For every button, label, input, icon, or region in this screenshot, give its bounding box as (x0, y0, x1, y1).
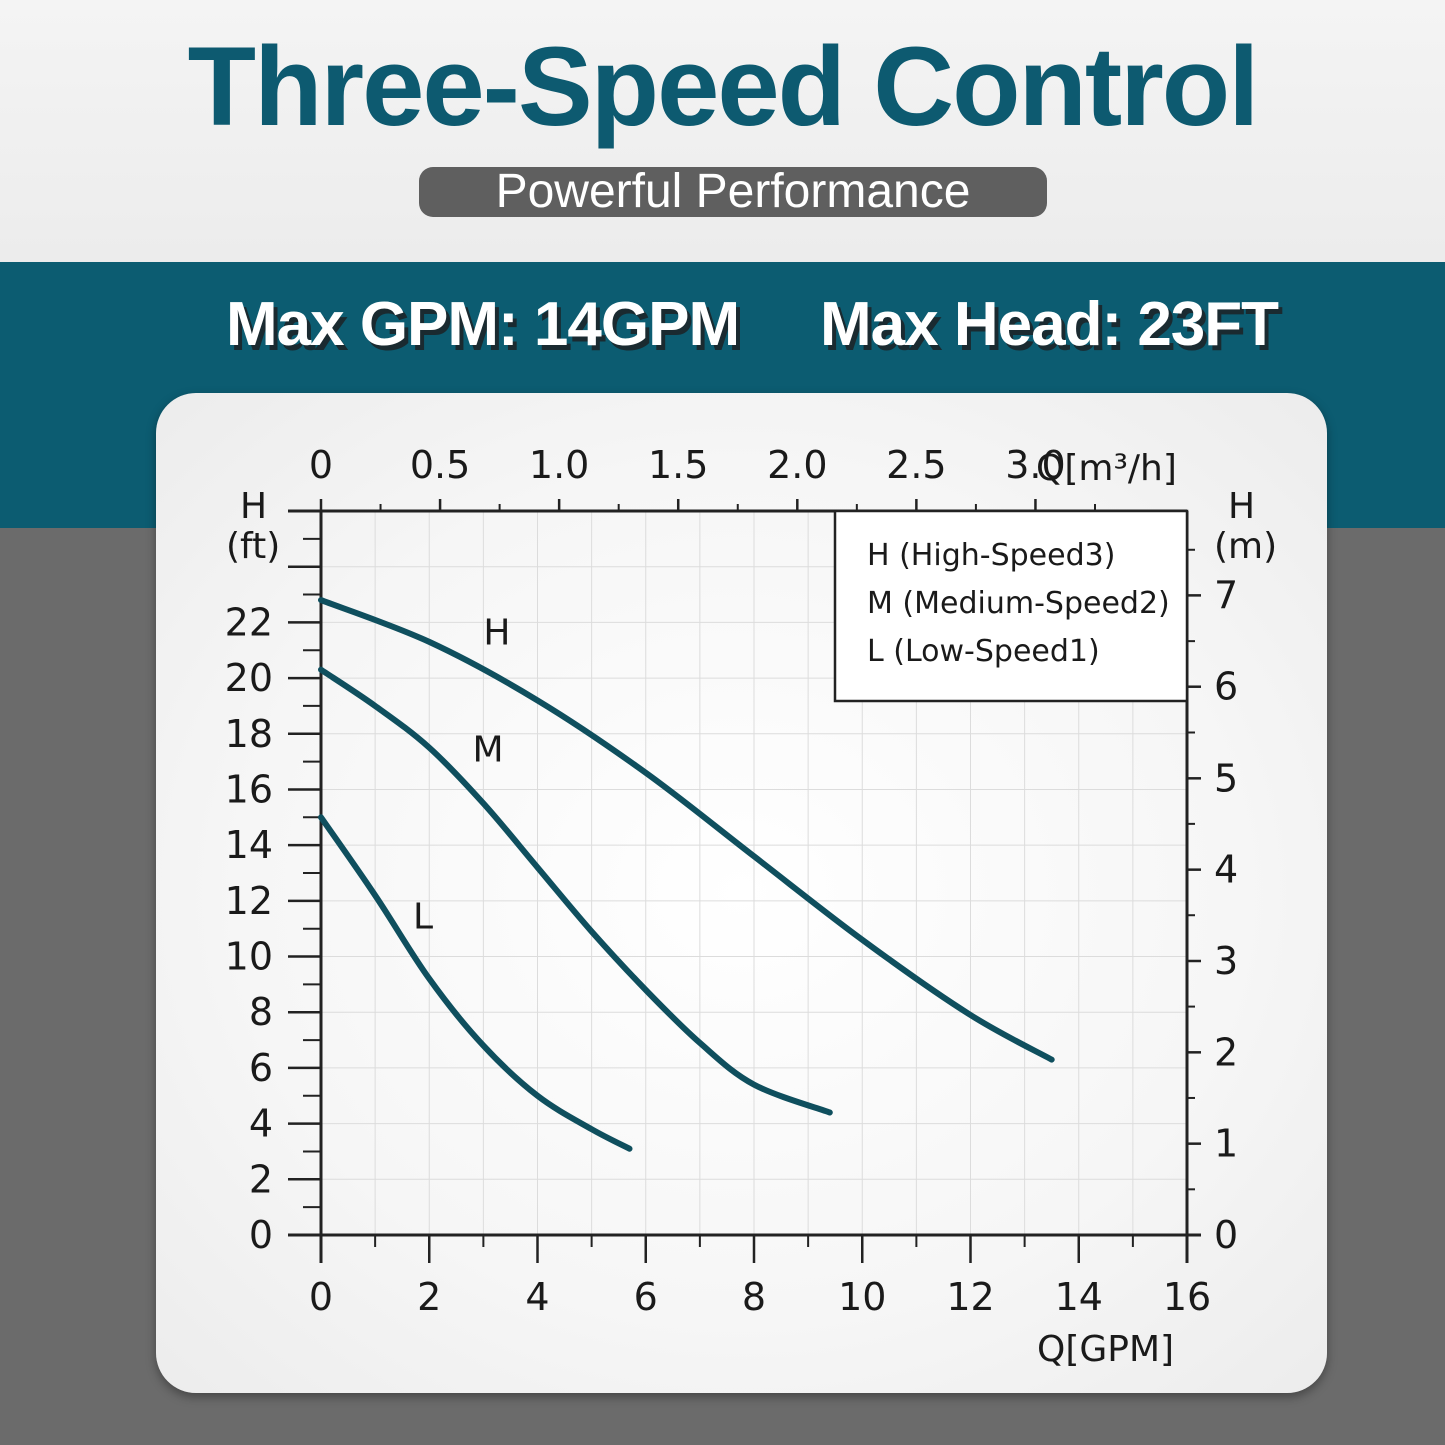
header-band (0, 0, 1445, 262)
right-tick-label: 0 (1214, 1213, 1238, 1257)
bottom-tick-label: 6 (634, 1275, 658, 1319)
right-tick-label: 5 (1214, 756, 1238, 800)
right-tick-label: 3 (1214, 939, 1238, 983)
right-tick-label: 7 (1214, 573, 1238, 617)
right-tick-label: 2 (1214, 1030, 1238, 1074)
bottom-tick-label: 0 (309, 1275, 333, 1319)
bottom-axis-title: Q[GPM] (1037, 1329, 1174, 1370)
legend-box (833, 509, 1189, 703)
left-tick-label: 2 (249, 1157, 273, 1201)
bottom-tick-label: 4 (525, 1275, 549, 1319)
left-tick-label: 4 (249, 1102, 273, 1146)
curve-h (318, 597, 1055, 1063)
right-axis-title-unit: (m) (1214, 526, 1277, 567)
left-tick-label: 0 (249, 1213, 273, 1257)
bottom-tick-label: 12 (946, 1275, 994, 1319)
legend-entry-l: L (Low-Speed1) (867, 634, 1100, 669)
bottom-tick-label: 14 (1055, 1275, 1103, 1319)
right-tick-label: 1 (1214, 1122, 1238, 1166)
top-tick-label: 0 (309, 443, 333, 487)
bottom-tick-label: 2 (417, 1275, 441, 1319)
left-tick-label: 18 (225, 712, 273, 756)
top-tick-label: 3.0 (1005, 443, 1065, 487)
curve-label-l: L (413, 897, 433, 938)
bottom-tick-label: 8 (742, 1275, 766, 1319)
right-tick-label: 6 (1214, 665, 1238, 709)
curve-m (318, 666, 833, 1116)
curve-l (318, 814, 633, 1152)
max-head-stat: Max Head: 23FT (820, 290, 1279, 359)
top-tick-label: 2.5 (886, 443, 946, 487)
left-tick-label: 14 (225, 823, 273, 867)
top-tick-label: 1.0 (529, 443, 589, 487)
left-tick-label: 12 (225, 879, 273, 923)
top-axis-title: Q[m³/h] (1036, 448, 1177, 489)
page-title: Three-Speed Control (187, 24, 1260, 149)
subtitle-badge: Powerful Performance (419, 167, 1047, 217)
left-tick-label: 22 (225, 600, 273, 644)
top-tick-label: 2.0 (767, 443, 827, 487)
left-axis-title-h: H (240, 486, 267, 527)
right-axis-title-h: H (1228, 486, 1255, 527)
max-gpm-stat: Max GPM: 14GPM (226, 290, 740, 359)
legend-entry-h: H (High-Speed3) (867, 538, 1115, 573)
legend-entry-m: M (Medium-Speed2) (867, 586, 1170, 621)
curve-label-m: M (473, 730, 504, 771)
right-tick-label: 4 (1214, 848, 1238, 892)
curve-label-h: H (483, 613, 510, 654)
left-tick-label: 16 (225, 767, 273, 811)
left-tick-label: 8 (249, 990, 273, 1034)
bottom-tick-label: 10 (838, 1275, 886, 1319)
top-tick-label: 0.5 (410, 443, 470, 487)
chart-legend: H (High-Speed3) M (Medium-Speed2) L (Low… (833, 509, 1189, 703)
left-tick-label: 6 (249, 1046, 273, 1090)
chart-card: 0 2 4 6 8 10 12 14 16 0 2 4 6 8 10 12 14 16 18 20 22 0 0.5 1.0 1… (156, 393, 1327, 1393)
left-tick-label: 10 (225, 935, 273, 979)
top-tick-label: 1.5 (648, 443, 708, 487)
left-axis-title-unit: (ft) (226, 526, 280, 567)
left-tick-label: 20 (225, 656, 273, 700)
bottom-tick-label: 16 (1163, 1275, 1211, 1319)
